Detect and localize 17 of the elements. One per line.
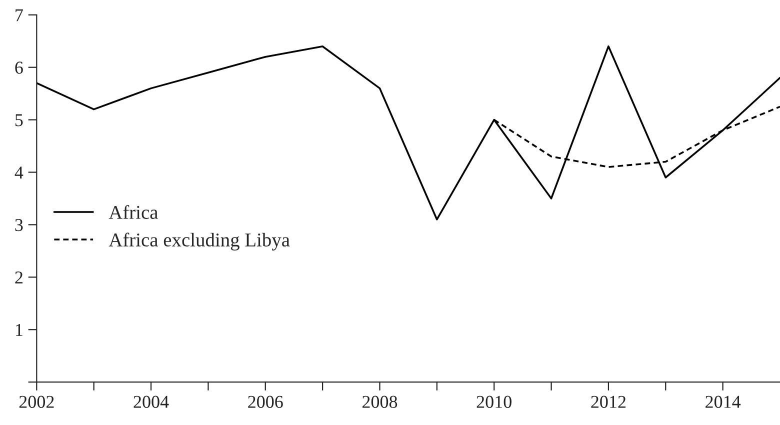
x-tick-label: 2008 (362, 396, 398, 408)
x-tick-label: 2002 (19, 396, 54, 408)
y-tick-label: 7 (16, 9, 23, 22)
x-tick-label: 2014 (706, 396, 741, 408)
x-tick-label: 2010 (476, 396, 512, 408)
line-series (36, 45, 780, 220)
y-tick-label: 2 (15, 271, 22, 284)
y-tick-label: 3 (15, 219, 23, 232)
legend-label: Africa (108, 205, 158, 219)
x-tick-label: 2012 (591, 396, 626, 408)
x-tick-label: 2004 (134, 396, 169, 408)
y-tick-label: 5 (15, 114, 23, 126)
legend-label: Africa excluding Libya (108, 232, 290, 251)
y-tick-label: 1 (16, 324, 22, 336)
y-tick-label: 4 (14, 166, 24, 179)
x-tick-label: 2006 (248, 396, 283, 408)
y-tick-label: 6 (15, 62, 23, 74)
